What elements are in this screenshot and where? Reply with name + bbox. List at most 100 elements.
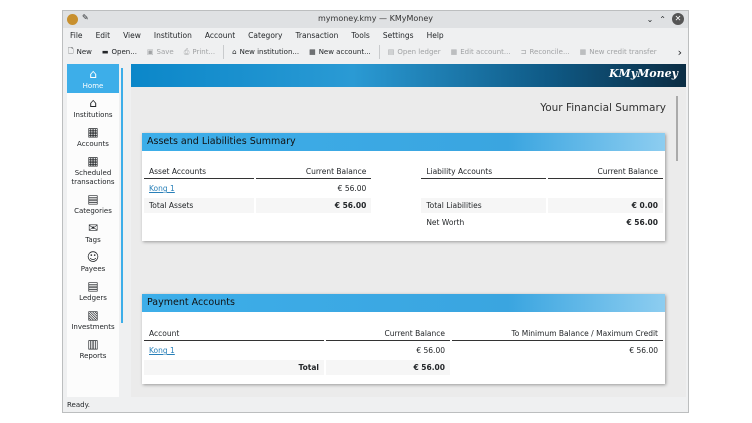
toolbar-new-account-button[interactable]: ▦ New account... xyxy=(304,48,376,56)
menu-institution[interactable]: Institution xyxy=(153,31,192,40)
status-bar: Ready. xyxy=(67,401,90,409)
button-label: Save xyxy=(156,48,174,56)
banner: KMyMoney xyxy=(131,64,686,87)
reports-icon: ▥ xyxy=(87,337,99,351)
investments-icon: ▧ xyxy=(87,308,99,322)
button-label: Reconcile... xyxy=(529,48,570,56)
toolbar-edit-account-button[interactable]: ▦ Edit account... xyxy=(446,48,516,56)
close-icon[interactable]: ✕ xyxy=(672,13,684,25)
toolbar-print-button[interactable]: ⎙ Print... xyxy=(179,48,220,57)
minimize-icon[interactable]: ⌄ xyxy=(646,14,654,24)
net-worth: € 56.00 xyxy=(626,218,658,227)
menu-help[interactable]: Help xyxy=(426,31,444,40)
sidebar-scrollbar[interactable] xyxy=(121,68,123,323)
sidebar-item-investments[interactable]: ▧ Investments xyxy=(67,305,119,334)
button-label: New institution... xyxy=(239,48,300,56)
sidebar-item-accounts[interactable]: ▦ Accounts xyxy=(67,122,119,151)
sidebar-item-ledgers[interactable]: ▤ Ledgers xyxy=(67,276,119,305)
sidebar-item-label: Institutions xyxy=(73,111,113,119)
balance: € 56.00 xyxy=(337,184,367,193)
menu-tools[interactable]: Tools xyxy=(351,31,370,40)
total-liabilities: € 0.00 xyxy=(547,198,663,213)
toolbar-overflow-icon[interactable]: › xyxy=(677,45,682,59)
menu-edit[interactable]: Edit xyxy=(95,31,111,40)
total-label: Total xyxy=(144,360,324,375)
sidebar-item-label: Investments xyxy=(71,323,115,331)
menu-account[interactable]: Account xyxy=(204,31,236,40)
sidebar-item-label: Accounts xyxy=(77,140,109,148)
page-title: Your Financial Summary xyxy=(540,102,666,114)
col-current-balance: Current Balance xyxy=(255,165,372,179)
sidebar-item-payees[interactable]: ☺ Payees xyxy=(67,247,119,276)
account-link[interactable]: Kong 1 xyxy=(149,346,175,355)
categories-icon: ▤ xyxy=(87,192,99,206)
open-folder-icon: ▬ xyxy=(101,48,109,56)
col-account: Account xyxy=(144,327,324,341)
home-view: KMyMoney Your Financial Summary Assets a… xyxy=(131,64,686,397)
menu-settings[interactable]: Settings xyxy=(382,31,414,40)
ledger-icon: ▤ xyxy=(387,48,395,56)
window-title: mymoney.kmy — KMyMoney xyxy=(318,14,433,23)
sidebar-item-institutions[interactable]: ⌂ Institutions xyxy=(67,93,119,122)
menu-file[interactable]: File xyxy=(70,31,83,40)
edit-account-icon: ▦ xyxy=(450,48,458,56)
reconcile-icon: ⊐ xyxy=(520,48,527,56)
toolbar-new-institution-button[interactable]: ⌂ New institution... xyxy=(227,48,304,56)
toolbar-save-button[interactable]: ▣ Save xyxy=(142,48,179,56)
toolbar-open-button[interactable]: ▬ Open... xyxy=(97,48,142,56)
sidebar-item-label: Home xyxy=(82,82,104,90)
new-file-icon: 🗋 xyxy=(68,46,74,55)
home-icon: ⌂ xyxy=(89,67,97,81)
total-liabilities-label: Total Liabilities xyxy=(421,198,546,213)
institution-icon: ⌂ xyxy=(232,48,237,56)
pin-icon[interactable]: ✎ xyxy=(82,13,89,22)
account-link[interactable]: Kong 1 xyxy=(149,184,175,193)
total: € 56.00 xyxy=(326,360,450,375)
accounts-icon: ▦ xyxy=(87,125,99,139)
toolbar-new-button[interactable]: 🗋 New xyxy=(63,47,97,58)
sidebar-item-label: Categories xyxy=(74,207,112,215)
net-worth-label: Net Worth xyxy=(426,218,465,227)
button-label: Edit account... xyxy=(460,48,511,56)
spacer xyxy=(373,165,419,179)
maximize-icon[interactable]: ⌃ xyxy=(659,14,666,24)
sidebar-item-home[interactable]: ⌂ Home xyxy=(67,64,119,93)
kmymoney-logo: KMyMoney xyxy=(608,67,678,80)
sidebar-item-reports[interactable]: ▥ Reports xyxy=(67,334,119,363)
account-icon: ▦ xyxy=(309,48,316,56)
ledger-icon: ▤ xyxy=(87,279,99,293)
col-liability-accounts: Liability Accounts xyxy=(421,165,546,179)
col-to-minimum: To Minimum Balance / Maximum Credit xyxy=(452,327,663,341)
toolbar-reconcile-button[interactable]: ⊐ Reconcile... xyxy=(516,48,575,56)
table-row: Kong 1 € 56.00 xyxy=(144,181,663,196)
button-label: Print... xyxy=(192,48,216,56)
sidebar-item-label: Payees xyxy=(80,265,106,273)
app-icon xyxy=(67,14,78,25)
title-bar: ✎ mymoney.kmy — KMyMoney ⌄ ⌃ ✕ xyxy=(63,11,688,28)
toolbar-open-ledger-button[interactable]: ▤ Open ledger xyxy=(383,48,446,56)
institution-icon: ⌂ xyxy=(89,96,97,110)
sidebar-item-scheduled-transactions[interactable]: ▦ Scheduled transactions xyxy=(67,151,119,189)
menu-transaction[interactable]: Transaction xyxy=(295,31,339,40)
col-current-balance: Current Balance xyxy=(326,327,450,341)
toolbar-new-credit-transfer-button[interactable]: ▦ New credit transfer xyxy=(575,48,662,56)
button-label: New xyxy=(76,48,92,56)
button-label: Open ledger xyxy=(397,48,441,56)
sidebar-item-categories[interactable]: ▤ Categories xyxy=(67,189,119,218)
menu-category[interactable]: Category xyxy=(248,31,283,40)
sidebar-item-tags[interactable]: ✉ Tags xyxy=(67,218,119,247)
assets-liabilities-panel: Assets and Liabilities Summary Asset Acc… xyxy=(142,133,665,241)
panel-title: Assets and Liabilities Summary xyxy=(142,133,665,151)
credit-transfer-icon: ▦ xyxy=(579,48,587,56)
toolbar-separator xyxy=(223,45,225,59)
tag-icon: ✉ xyxy=(87,221,99,235)
total-assets: € 56.00 xyxy=(255,198,372,213)
print-icon: ⎙ xyxy=(183,47,190,56)
content-scrollbar[interactable] xyxy=(676,96,678,161)
calendar-icon: ▦ xyxy=(87,154,99,168)
sidebar-item-label: Tags xyxy=(85,236,101,244)
col-current-balance-liab: Current Balance xyxy=(547,165,663,179)
main-window: ✎ mymoney.kmy — KMyMoney ⌄ ⌃ ✕ File Edit V… xyxy=(62,10,689,413)
menu-view[interactable]: View xyxy=(123,31,141,40)
payment-accounts-panel: Payment Accounts Account Current Balance… xyxy=(142,294,665,384)
